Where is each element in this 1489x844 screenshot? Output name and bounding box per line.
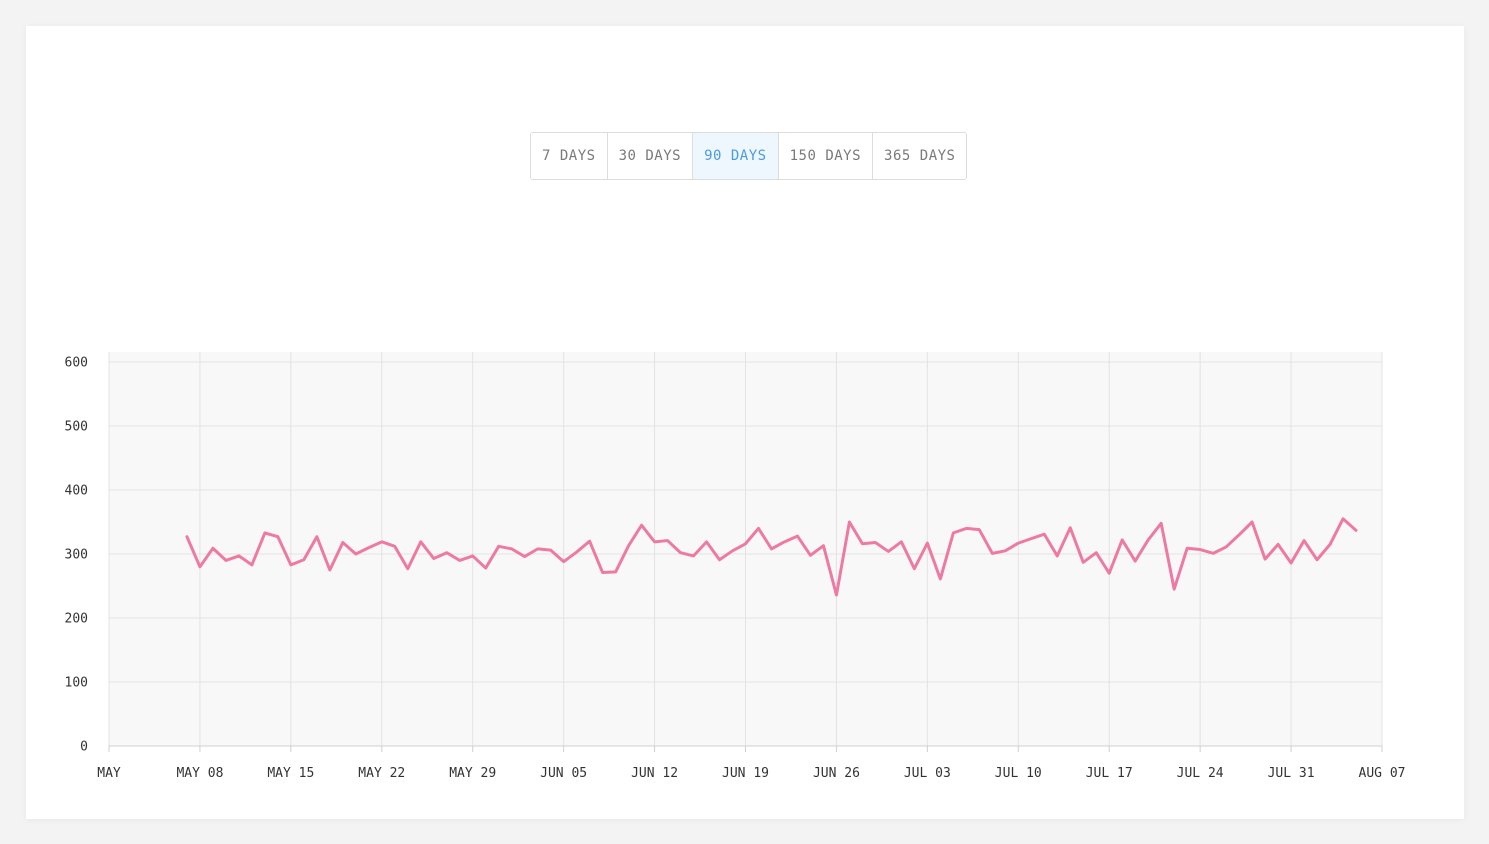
y-tick-label: 200 — [65, 612, 88, 627]
x-tick-label: AUG 07 — [1359, 766, 1406, 781]
x-tick-label: JUL 10 — [995, 766, 1042, 781]
y-tick-label: 300 — [65, 548, 88, 563]
y-tick-label: 100 — [65, 676, 88, 691]
time-range-selector: 7 DAYS 30 DAYS 90 DAYS 150 DAYS 365 DAYS — [530, 132, 968, 180]
y-tick-label: 400 — [65, 484, 88, 499]
range-option-30-days[interactable]: 30 DAYS — [607, 133, 694, 179]
x-tick-label: MAY 22 — [358, 766, 405, 781]
series-line — [185, 517, 1358, 597]
y-tick-label: 600 — [65, 356, 88, 371]
x-tick-label: JUL 17 — [1086, 766, 1133, 781]
y-tick-label: 0 — [80, 740, 88, 755]
range-option-150-days[interactable]: 150 DAYS — [778, 133, 874, 179]
x-tick-label: JUL 03 — [904, 766, 951, 781]
x-tick-label: JUN 26 — [813, 766, 860, 781]
x-tick-label: MAY 29 — [449, 766, 496, 781]
range-option-365-days[interactable]: 365 DAYS — [873, 133, 967, 179]
x-tick-label: JUN 12 — [631, 766, 678, 781]
x-tick-label: JUN 05 — [540, 766, 587, 781]
x-tick-label: JUL 24 — [1177, 766, 1224, 781]
x-tick-label: MAY 08 — [176, 766, 223, 781]
x-tick-label: JUN 19 — [722, 766, 769, 781]
x-tick-label: MAY 15 — [267, 766, 314, 781]
x-tick-label: MAY — [97, 766, 121, 781]
range-option-7-days[interactable]: 7 DAYS — [531, 133, 608, 179]
x-tick-label: JUL 31 — [1268, 766, 1315, 781]
y-tick-label: 500 — [65, 420, 88, 435]
range-option-90-days[interactable]: 90 DAYS — [693, 133, 779, 179]
